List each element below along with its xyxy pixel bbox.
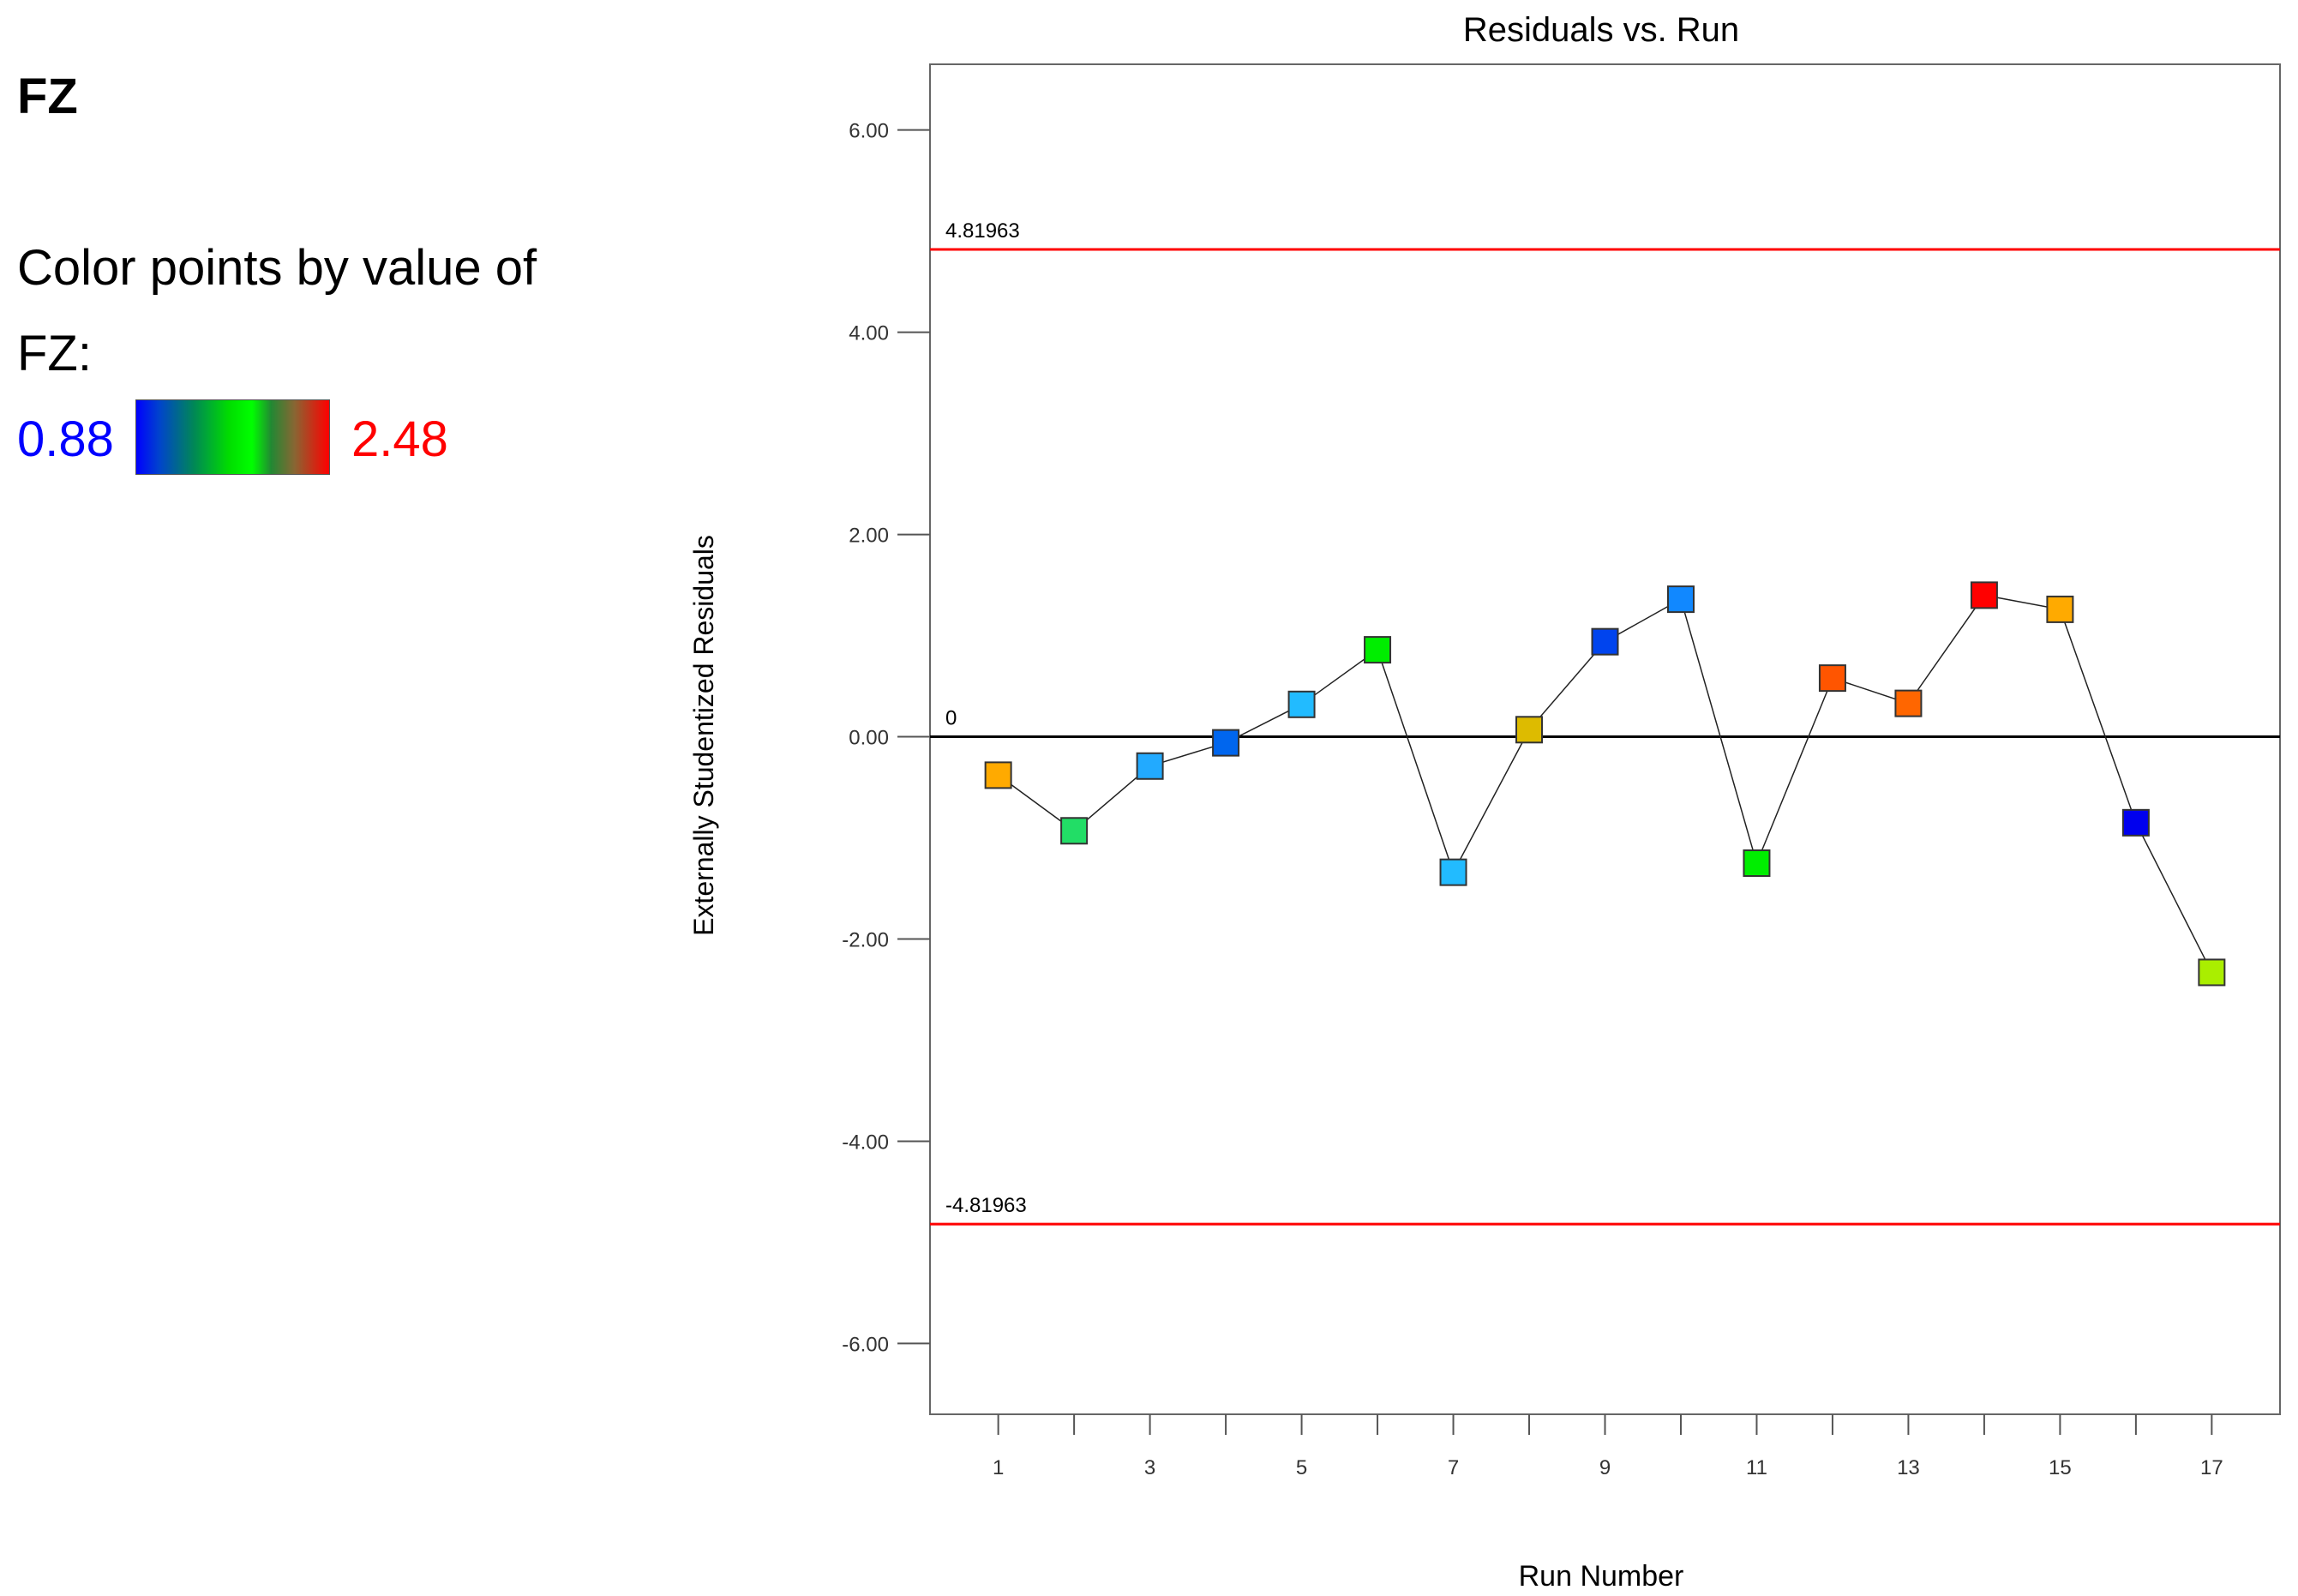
color-caption-line2: FZ: — [17, 326, 92, 381]
residual-point — [1136, 752, 1164, 780]
y-axis-label: Externally Studentized Residuals — [688, 535, 719, 936]
reference-line-label: 4.81963 — [945, 219, 1020, 243]
residual-point — [1439, 858, 1467, 886]
residual-point — [2046, 595, 2074, 623]
residual-point — [1364, 636, 1392, 664]
color-scale-min-label: 0.88 — [17, 411, 114, 467]
x-tick-label: 15 — [2049, 1456, 2072, 1479]
x-tick-label: 3 — [1144, 1456, 1155, 1479]
reference-line-label: -4.81963 — [945, 1194, 1027, 1217]
residual-point — [1894, 689, 1923, 717]
residual-point — [2198, 958, 2226, 987]
reference-lines: 4.81963 0 -4.81963 — [930, 219, 2280, 1226]
residual-point — [984, 761, 1012, 789]
x-axis: 1 3 5 7 9 11 13 15 17 — [993, 1414, 2223, 1479]
reference-line-label: 0 — [945, 707, 957, 730]
color-scale-max-label: 2.48 — [351, 411, 448, 467]
color-legend-panel: FZ Color points by value of FZ: 0.88 2.4… — [0, 0, 651, 531]
residual-point — [1818, 664, 1846, 693]
residual-point — [1743, 849, 1771, 878]
y-axis: -6.00 -4.00 -2.00 0.00 2.00 4.00 6.00 — [842, 120, 930, 1356]
x-tick-label: 5 — [1296, 1456, 1307, 1479]
x-axis-label: Run Number — [1519, 1560, 1684, 1593]
residual-point — [1666, 585, 1695, 614]
x-tick-label: 17 — [2200, 1456, 2223, 1479]
y-tick-label: -2.00 — [842, 929, 889, 952]
y-tick-label: -4.00 — [842, 1131, 889, 1154]
residual-point — [1970, 581, 1998, 609]
y-tick-label: 4.00 — [849, 322, 889, 345]
x-tick-label: 11 — [1746, 1456, 1767, 1479]
color-caption-line1: Color points by value of — [17, 240, 537, 296]
chart-title: Residuals vs. Run — [1463, 11, 1739, 49]
residual-point — [1591, 627, 1619, 656]
response-name-label: FZ — [17, 69, 78, 124]
y-tick-label: -6.00 — [842, 1333, 889, 1356]
y-tick-label: 6.00 — [849, 120, 889, 143]
y-tick-label: 0.00 — [849, 727, 889, 750]
x-tick-label: 1 — [993, 1456, 1004, 1479]
residual-point — [1060, 817, 1089, 845]
x-tick-label: 7 — [1448, 1456, 1459, 1479]
plot-area-frame — [929, 63, 2281, 1415]
residual-series — [984, 581, 2226, 987]
residual-point — [1515, 716, 1544, 744]
x-tick-label: 13 — [1897, 1456, 1920, 1479]
color-gradient-bar — [135, 399, 330, 475]
residual-point — [2121, 808, 2150, 837]
residual-point — [1287, 690, 1316, 718]
residual-point — [1212, 729, 1240, 757]
x-tick-label: 9 — [1599, 1456, 1611, 1479]
y-tick-label: 2.00 — [849, 525, 889, 548]
